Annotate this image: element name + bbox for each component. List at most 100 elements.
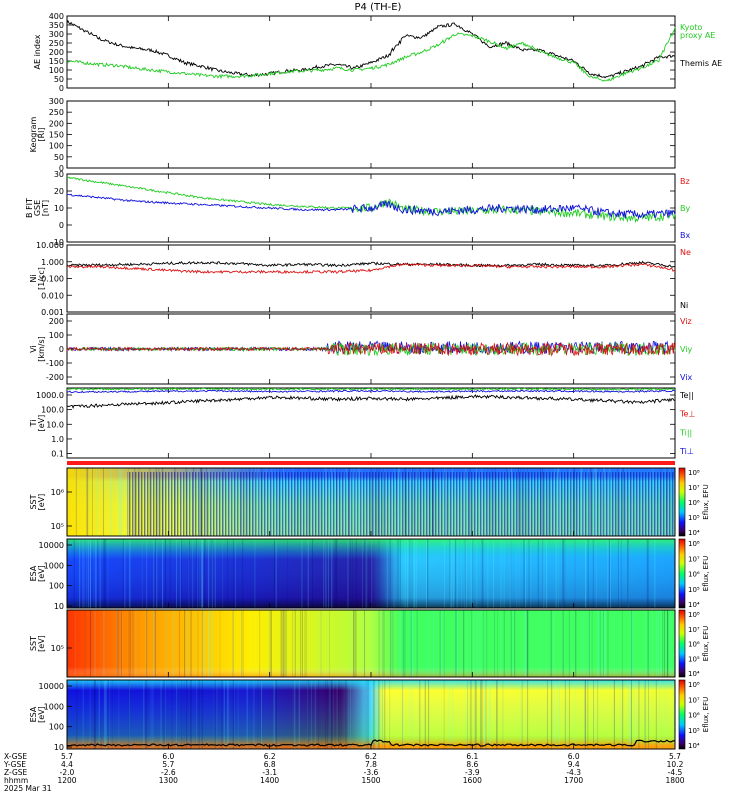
colorbar-tick-label: 10⁶ bbox=[688, 641, 700, 649]
y-tick-label: 400 bbox=[49, 12, 64, 21]
series-themis-ae bbox=[66, 19, 676, 79]
y-tick-label: 0.001 bbox=[41, 308, 64, 317]
y-axis-label: [Rl] bbox=[37, 127, 46, 141]
y-tick-label: 100.0 bbox=[41, 406, 64, 415]
series-bx bbox=[67, 193, 676, 220]
spectrogram-panel-4: 10 100 1000 10000 ESA [eV] bbox=[29, 679, 676, 752]
series-ti- bbox=[66, 387, 676, 391]
colorbar-tick-label: 10⁷ bbox=[688, 484, 700, 492]
legend-entry: Te⊥ bbox=[679, 410, 695, 419]
colorbar-gradient bbox=[678, 467, 686, 537]
colorbar-tick-label: 10⁸ bbox=[688, 681, 700, 689]
legend-entry: Ne bbox=[680, 248, 691, 257]
x-axis-tick-label: 5.7 bbox=[162, 760, 174, 769]
panel-6: 0.1 1.0 10.0 100.0 1000.0 Ti [eV] Te|| Te⊥ Ti|| Ti… bbox=[29, 387, 695, 459]
y-tick-label: 200 bbox=[49, 119, 64, 128]
y-tick-label: 300 bbox=[49, 30, 64, 39]
y-tick-label: 30 bbox=[54, 170, 64, 179]
x-axis-tick-label: 10.2 bbox=[667, 760, 684, 769]
x-axis-tick-label: -3.9 bbox=[465, 768, 480, 777]
y-tick-label: 100 bbox=[49, 142, 64, 151]
colorbar-tick-label: 10⁸ bbox=[688, 469, 700, 477]
y-tick-label: 0 bbox=[59, 221, 64, 230]
y-tick-label: 10 bbox=[54, 743, 64, 752]
y-tick-label: -10 bbox=[51, 238, 64, 247]
y-tick-label: 150 bbox=[49, 131, 64, 140]
legend-entry: Vix bbox=[680, 373, 693, 382]
y-axis-label: [eV] bbox=[37, 635, 46, 652]
y-tick-label: -100 bbox=[46, 359, 64, 368]
y-tick-label: 10000 bbox=[39, 541, 64, 550]
y-axis-label: [eV] bbox=[37, 706, 46, 723]
x-axis-tick-label: 1300 bbox=[159, 776, 178, 785]
colorbar-tick-label: 10⁴ bbox=[688, 601, 700, 609]
y-tick-label: 100 bbox=[49, 331, 64, 340]
y-tick-label: 250 bbox=[49, 108, 64, 117]
series-ti- bbox=[66, 389, 675, 394]
x-axis-tick-label: 6.1 bbox=[466, 752, 478, 761]
y-tick-label: 10.000 bbox=[36, 241, 64, 250]
legend-entry: Ti⊥ bbox=[679, 447, 694, 456]
y-tick-label: 20 bbox=[54, 187, 64, 196]
legend-entry: Kyoto bbox=[680, 23, 702, 32]
spectrogram-texture bbox=[127, 472, 675, 536]
velocity-trace bbox=[66, 341, 676, 357]
legend-entry: Viy bbox=[680, 345, 693, 354]
x-axis-tick-label: -4.3 bbox=[566, 768, 581, 777]
panel-5: -200 -100 0 100 200 Vi [km/s] Viz Viy Vix bbox=[29, 313, 693, 385]
series-te- bbox=[66, 394, 676, 409]
x-axis-tick-label: 1400 bbox=[260, 776, 279, 785]
series-ne bbox=[66, 262, 676, 275]
x-axis-tick-label: 6.2 bbox=[365, 752, 377, 761]
colorbar-tick-label: 10⁸ bbox=[688, 611, 700, 619]
y-tick-label: 10⁶ bbox=[51, 488, 64, 497]
colorbar-gradient bbox=[678, 609, 686, 678]
series-by bbox=[66, 176, 676, 223]
x-axis-row-label: Y-GSE bbox=[3, 760, 26, 769]
panel-frame bbox=[66, 387, 676, 459]
y-tick-label: 10000 bbox=[39, 682, 64, 691]
y-axis-label: [nT] bbox=[41, 200, 50, 216]
colorbar-tick-label: 10⁵ bbox=[688, 586, 700, 594]
y-tick-label: 0.1 bbox=[51, 450, 64, 459]
y-axis-label: ESA bbox=[29, 706, 38, 722]
x-axis-row-label: hhmm bbox=[4, 776, 28, 785]
x-axis-tick-label: -2.0 bbox=[60, 768, 75, 777]
y-tick-label: 250 bbox=[49, 39, 64, 48]
x-axis-row-label: X-GSE bbox=[4, 752, 27, 761]
spectrogram-overlay bbox=[67, 680, 675, 749]
panel-frame bbox=[66, 100, 676, 169]
y-axis-label: ESA bbox=[29, 565, 38, 581]
x-axis-tick-label: 6.0 bbox=[162, 752, 174, 761]
x-axis-tick-label: 6.0 bbox=[568, 752, 580, 761]
y-axis-label: [eV] bbox=[37, 565, 46, 582]
colorbar-label: Eflux, EFU bbox=[702, 484, 710, 519]
y-tick-label: 100 bbox=[49, 66, 64, 75]
colorbar-tick-label: 10⁷ bbox=[688, 696, 700, 704]
status-bar bbox=[67, 461, 675, 465]
y-axis-label: SST bbox=[29, 494, 38, 509]
x-axis-tick-label: 5.7 bbox=[669, 752, 681, 761]
legend-entry: Ni bbox=[680, 301, 688, 310]
y-axis-label: GSE bbox=[33, 200, 42, 216]
colorbar-label: Eflux, EFU bbox=[702, 626, 710, 661]
y-tick-label: 300 bbox=[49, 97, 64, 106]
x-axis-row-label: 2025 Mar 31 bbox=[4, 784, 52, 793]
colorbar-label: Eflux, EFU bbox=[702, 697, 710, 732]
x-axis-tick-label: -3.6 bbox=[364, 768, 379, 777]
y-tick-label: 0.100 bbox=[41, 275, 64, 284]
x-axis-tick-label: 6.8 bbox=[264, 760, 276, 769]
colorbar-gradient bbox=[678, 538, 686, 609]
colorbar-label: Eflux, EFU bbox=[702, 556, 710, 591]
y-tick-label: 100 bbox=[49, 723, 64, 732]
x-axis-tick-label: -3.1 bbox=[262, 768, 277, 777]
y-axis-label: [eV] bbox=[37, 415, 46, 432]
y-tick-label: 50 bbox=[54, 75, 64, 84]
spectrogram-panel-3: 10⁵ SST [eV] bbox=[29, 609, 676, 678]
colorbar-tick-label: 10⁶ bbox=[688, 712, 700, 720]
spectrogram-overlay bbox=[67, 610, 675, 677]
y-tick-label: 1.0 bbox=[51, 435, 64, 444]
